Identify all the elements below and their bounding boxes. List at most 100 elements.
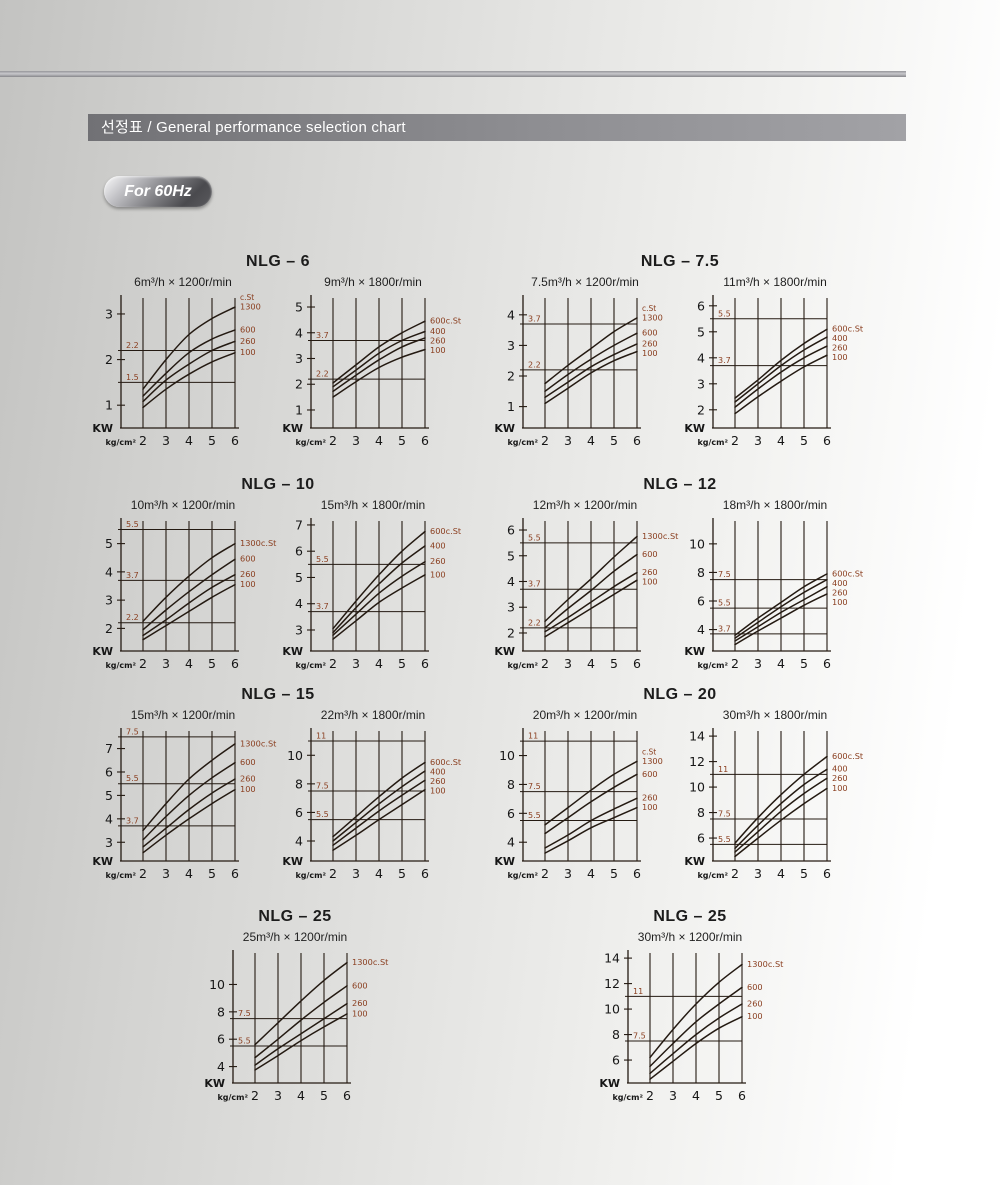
svg-text:5.5: 5.5 bbox=[126, 520, 139, 529]
svg-text:4: 4 bbox=[295, 834, 303, 849]
svg-text:3.7: 3.7 bbox=[316, 331, 329, 340]
svg-text:4: 4 bbox=[105, 811, 113, 826]
svg-text:7.5: 7.5 bbox=[316, 782, 329, 791]
section-title: NLG – 10 bbox=[241, 476, 315, 493]
svg-text:400: 400 bbox=[430, 766, 446, 776]
svg-text:2: 2 bbox=[329, 433, 337, 448]
svg-text:5: 5 bbox=[398, 433, 406, 448]
top-divider-line bbox=[0, 71, 906, 77]
svg-text:3: 3 bbox=[162, 866, 170, 881]
svg-text:6: 6 bbox=[738, 1088, 746, 1103]
charts-row: 6m³/h × 1200r/min 2 3 4 5 6 1 2 3 KW kg/cm² 2.2 1.5 c… bbox=[86, 275, 470, 455]
svg-text:8: 8 bbox=[697, 805, 705, 820]
svg-text:3: 3 bbox=[105, 835, 113, 850]
svg-text:1300c.St: 1300c.St bbox=[747, 959, 784, 969]
frequency-badge: For 60Hz bbox=[104, 176, 212, 207]
svg-text:100: 100 bbox=[240, 784, 256, 794]
chart: 11m³/h × 1800r/min 2 3 4 5 6 2 3 4 5 6 KW kg/cm² 5.5 3… bbox=[680, 275, 870, 455]
page-title: 선정표 / General performance selection char… bbox=[88, 114, 906, 141]
section-title: NLG – 15 bbox=[241, 686, 315, 703]
svg-text:4: 4 bbox=[375, 866, 383, 881]
svg-text:12: 12 bbox=[689, 754, 705, 769]
svg-text:1: 1 bbox=[507, 399, 515, 414]
svg-text:3: 3 bbox=[352, 656, 360, 671]
chart-title: 15m³/h × 1800r/min bbox=[320, 498, 426, 512]
section-nlg-6: NLG – 6 6m³/h × 1200r/min 2 3 4 5 6 1 2 3 KW kg/cm… bbox=[86, 253, 470, 455]
svg-text:260: 260 bbox=[240, 569, 256, 579]
chart-canvas: 2 3 4 5 646810KWkg/cm²117.55.5600c.St4002601… bbox=[282, 728, 462, 881]
svg-text:100: 100 bbox=[430, 569, 446, 579]
svg-text:2.2: 2.2 bbox=[126, 341, 139, 350]
svg-text:6: 6 bbox=[295, 805, 303, 820]
section-nlg-20: NLG – 20 20m³/h × 1200r/min 2 3 4 5 6 4 6 8 10 KW k… bbox=[488, 686, 872, 888]
svg-text:kg/cm²: kg/cm² bbox=[295, 661, 326, 670]
svg-text:5.5: 5.5 bbox=[718, 309, 731, 318]
svg-text:3: 3 bbox=[507, 600, 515, 615]
curves bbox=[544, 317, 638, 405]
svg-text:4: 4 bbox=[375, 656, 383, 671]
svg-text:600: 600 bbox=[240, 554, 256, 564]
svg-text:2: 2 bbox=[731, 866, 739, 881]
svg-text:4: 4 bbox=[697, 350, 705, 365]
svg-text:12: 12 bbox=[604, 976, 620, 991]
svg-text:3: 3 bbox=[295, 622, 303, 637]
svg-text:8: 8 bbox=[507, 777, 515, 792]
chart: 15m³/h × 1800r/min 2 3 4 5 6 3 4 5 6 7 KW kg/cm² 5.5 3… bbox=[278, 498, 468, 678]
svg-text:kg/cm²: kg/cm² bbox=[612, 1093, 643, 1102]
svg-text:6: 6 bbox=[231, 866, 239, 881]
section-nlg-7-5: NLG – 7.5 7.5m³/h × 1200r/min 2 3 4 5 6 1 2 3 4 KW… bbox=[488, 253, 872, 455]
chart: 15m³/h × 1200r/min 2 3 4 5 6 3 4 5 6 7 KW kg/cm² 7.5 5… bbox=[88, 708, 278, 888]
svg-text:2: 2 bbox=[731, 433, 739, 448]
svg-text:260: 260 bbox=[747, 998, 763, 1008]
charts-row: 30m³/h × 1200r/min 2 3 4 5 6 6 8 10 12 14 KW kg/cm² 1… bbox=[585, 930, 795, 1110]
section-title: NLG – 20 bbox=[643, 686, 717, 703]
reference-lines: 5.5 3.7 2.2 bbox=[118, 520, 235, 624]
svg-text:3: 3 bbox=[754, 656, 762, 671]
svg-text:3: 3 bbox=[564, 433, 572, 448]
svg-text:KW: KW bbox=[92, 422, 113, 435]
chart-title: 30m³/h × 1800r/min bbox=[722, 708, 828, 722]
charts-row: 7.5m³/h × 1200r/min 2 3 4 5 6 1 2 3 4 KW kg/cm² 3.7 2… bbox=[488, 275, 872, 455]
svg-text:260: 260 bbox=[430, 335, 446, 345]
section-title: NLG – 7.5 bbox=[640, 253, 720, 270]
svg-text:3: 3 bbox=[162, 433, 170, 448]
svg-text:10: 10 bbox=[604, 1002, 620, 1017]
curves bbox=[332, 530, 426, 640]
svg-text:4: 4 bbox=[295, 325, 303, 340]
svg-text:3: 3 bbox=[507, 338, 515, 353]
svg-text:600: 600 bbox=[642, 769, 658, 779]
svg-text:5: 5 bbox=[800, 866, 808, 881]
svg-text:5.5: 5.5 bbox=[528, 533, 541, 542]
svg-text:5.5: 5.5 bbox=[316, 810, 329, 819]
svg-text:6: 6 bbox=[697, 594, 705, 609]
svg-text:600: 600 bbox=[747, 982, 763, 992]
chart: 18m³/h × 1800r/min 2 3 4 5 6 4 6 8 10 KW kg/cm² 7.5 5… bbox=[680, 498, 870, 678]
svg-text:8: 8 bbox=[217, 1004, 225, 1019]
svg-text:4: 4 bbox=[777, 656, 785, 671]
svg-text:4: 4 bbox=[507, 307, 515, 322]
svg-text:260: 260 bbox=[430, 556, 446, 566]
section-title: NLG – 25 bbox=[653, 908, 727, 925]
curves bbox=[142, 542, 236, 641]
svg-text:3: 3 bbox=[295, 351, 303, 366]
charts-row: 25m³/h × 1200r/min 2 3 4 5 6 4 6 8 10 KW kg/cm² 7.5 5… bbox=[190, 930, 400, 1110]
svg-text:2: 2 bbox=[105, 621, 113, 636]
svg-text:100: 100 bbox=[747, 1011, 763, 1021]
svg-text:260: 260 bbox=[642, 338, 658, 348]
svg-text:kg/cm²: kg/cm² bbox=[105, 438, 136, 447]
svg-text:c.St: c.St bbox=[642, 304, 656, 313]
chart-title: 6m³/h × 1200r/min bbox=[134, 275, 232, 289]
svg-text:6: 6 bbox=[231, 433, 239, 448]
svg-text:KW: KW bbox=[92, 645, 113, 658]
chart-title: 18m³/h × 1800r/min bbox=[722, 498, 828, 512]
svg-text:100: 100 bbox=[430, 345, 446, 355]
chart-title: 30m³/h × 1200r/min bbox=[637, 930, 743, 944]
svg-text:5: 5 bbox=[208, 433, 216, 448]
legend-labels: 1300c.St 600 260 100 bbox=[747, 959, 784, 1021]
